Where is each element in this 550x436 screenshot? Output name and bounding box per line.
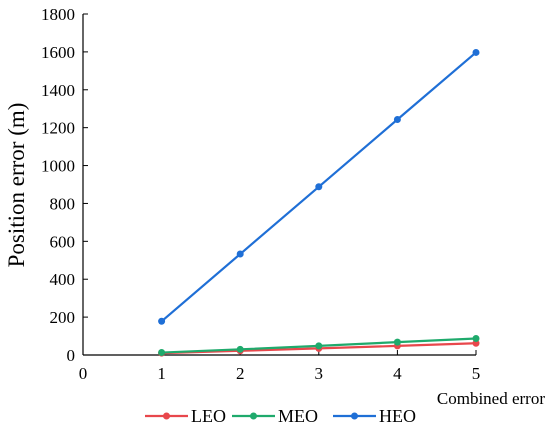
legend-label-heo: HEO	[379, 406, 416, 426]
data-point-meo	[393, 338, 401, 346]
x-axis-label: Combined error	[437, 389, 545, 408]
data-point-meo	[315, 342, 323, 350]
y-tick-label: 1600	[41, 43, 75, 62]
y-tick-label: 0	[67, 346, 76, 365]
x-tick-label: 4	[393, 364, 402, 383]
legend-marker-leo	[163, 412, 170, 420]
data-point-heo	[236, 250, 244, 258]
y-tick-label: 800	[50, 194, 76, 213]
y-tick-label: 600	[50, 232, 76, 251]
y-tick-label: 400	[50, 270, 76, 289]
data-point-meo	[158, 349, 166, 357]
x-tick-label: 5	[472, 364, 481, 383]
x-tick-label: 0	[79, 364, 88, 383]
data-point-heo	[158, 317, 166, 325]
y-axis-label: Position error (m)	[4, 103, 29, 268]
y-tick-label: 1800	[41, 5, 75, 24]
y-tick-label: 1000	[41, 157, 75, 176]
data-point-heo	[315, 183, 323, 191]
y-tick-label: 1400	[41, 81, 75, 100]
legend-label-meo: MEO	[278, 406, 318, 426]
axes: 0 200 400 600 800 1000 1200 1400 1600 1800 0 1 2 3 4 5	[41, 5, 480, 383]
x-tick-label: 2	[236, 364, 245, 383]
data-point-heo	[472, 48, 480, 56]
data-point-meo	[472, 335, 480, 343]
legend-marker-meo	[250, 412, 257, 420]
legend-label-leo: LEO	[191, 406, 226, 426]
x-tick-label: 1	[157, 364, 166, 383]
x-tick-label: 3	[315, 364, 324, 383]
legend-marker-heo	[351, 412, 358, 420]
data-point-heo	[393, 116, 401, 124]
plot-area	[158, 48, 480, 357]
data-point-meo	[236, 345, 244, 353]
y-tick-label: 1200	[41, 119, 75, 138]
y-tick-label: 200	[50, 308, 76, 327]
legend: LEO MEO HEO	[145, 406, 416, 426]
